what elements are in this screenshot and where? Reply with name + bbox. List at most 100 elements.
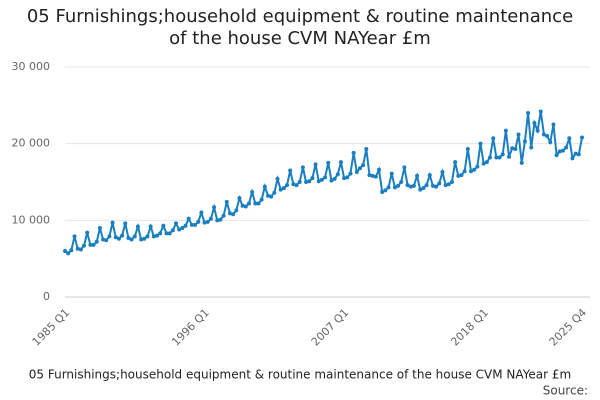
point xyxy=(427,173,432,178)
point xyxy=(208,216,213,221)
point xyxy=(570,156,575,161)
point xyxy=(415,173,420,178)
point xyxy=(576,152,581,157)
point xyxy=(288,168,293,173)
point xyxy=(408,184,413,189)
point xyxy=(389,171,394,176)
point xyxy=(326,160,331,165)
point xyxy=(164,231,169,236)
point xyxy=(456,173,461,178)
point xyxy=(120,233,125,238)
point xyxy=(215,218,220,223)
point xyxy=(110,220,115,225)
point xyxy=(488,155,493,160)
point xyxy=(300,165,305,170)
caption: 05 Furnishings;household equipment & rou… xyxy=(29,368,571,382)
x-tick-label: 2007 Q1 xyxy=(309,306,352,349)
point xyxy=(307,179,312,184)
x-tick-label: 1985 Q1 xyxy=(30,306,73,349)
point xyxy=(500,152,505,157)
point xyxy=(285,183,290,188)
point xyxy=(430,183,435,188)
point xyxy=(218,217,223,222)
point xyxy=(434,184,439,189)
point xyxy=(475,164,480,169)
point xyxy=(465,147,470,152)
point xyxy=(139,237,144,242)
point xyxy=(275,176,280,181)
point xyxy=(548,140,553,145)
point xyxy=(396,183,401,188)
point xyxy=(174,221,179,226)
point xyxy=(132,234,137,239)
point xyxy=(560,148,565,153)
point xyxy=(519,160,524,165)
point xyxy=(253,201,258,206)
point xyxy=(129,237,134,242)
point xyxy=(573,151,578,156)
point xyxy=(554,153,559,158)
point xyxy=(240,203,245,208)
point xyxy=(243,204,248,209)
point xyxy=(63,249,67,253)
point xyxy=(468,169,473,174)
point xyxy=(107,234,112,239)
point xyxy=(332,176,337,181)
point xyxy=(348,171,353,176)
point xyxy=(142,236,147,241)
point xyxy=(123,221,128,226)
point xyxy=(405,183,410,188)
point xyxy=(145,234,150,239)
point xyxy=(446,182,451,187)
point xyxy=(221,213,226,218)
point xyxy=(503,128,508,133)
point xyxy=(411,183,416,188)
point xyxy=(373,174,378,179)
point xyxy=(113,235,118,240)
point xyxy=(370,173,375,178)
point xyxy=(424,183,429,188)
point xyxy=(167,231,172,236)
point xyxy=(529,145,534,150)
point xyxy=(116,236,121,241)
point xyxy=(196,219,201,224)
point xyxy=(535,128,540,133)
point xyxy=(380,189,385,194)
point xyxy=(193,222,198,227)
point xyxy=(361,163,366,168)
point xyxy=(386,185,391,190)
point xyxy=(513,147,518,152)
point xyxy=(453,160,458,165)
y-tick-label: 0 xyxy=(43,290,50,303)
point xyxy=(564,145,569,150)
point xyxy=(310,176,315,181)
point xyxy=(497,155,502,160)
point xyxy=(545,134,550,138)
point xyxy=(104,238,109,243)
point xyxy=(75,246,80,251)
point xyxy=(154,233,159,238)
point xyxy=(151,234,156,239)
point xyxy=(478,141,483,146)
point xyxy=(278,187,283,192)
point xyxy=(262,184,267,189)
point xyxy=(551,122,556,127)
point xyxy=(66,251,71,256)
point xyxy=(259,197,264,202)
point xyxy=(510,146,515,151)
y-tick-label: 20 000 xyxy=(12,137,51,150)
point xyxy=(269,194,274,199)
point xyxy=(250,189,255,194)
point xyxy=(227,211,232,216)
source: Source: xyxy=(543,384,588,398)
point xyxy=(472,167,477,172)
point xyxy=(484,160,489,165)
point xyxy=(135,224,140,229)
point xyxy=(526,111,531,115)
point xyxy=(392,185,397,190)
point xyxy=(367,173,372,178)
point xyxy=(383,188,388,193)
point xyxy=(161,223,166,228)
point xyxy=(237,196,242,201)
point xyxy=(440,170,445,175)
